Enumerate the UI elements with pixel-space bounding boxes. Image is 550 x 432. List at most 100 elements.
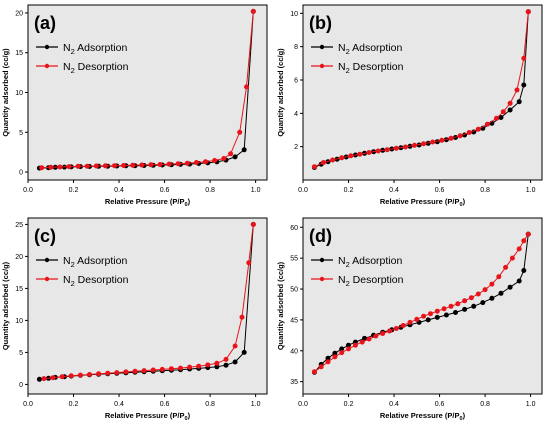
data-point [148,162,154,168]
data-point [507,107,513,113]
x-tick-label: 0.0 [298,401,308,408]
panel-label: (b) [309,13,332,33]
data-point [332,354,338,360]
plot-area [27,4,268,181]
data-point [380,331,386,336]
data-point [482,287,488,293]
y-tick-label: 35 [290,379,298,386]
data-point [130,162,136,168]
data-point [75,163,81,169]
data-point [93,163,99,169]
data-point [475,291,481,297]
x-tick-label: 0.2 [69,401,79,408]
data-point [36,376,42,382]
x-tick-label: 0.6 [160,187,170,194]
y-axis-label: Quantity adsorbed (cc/g) [276,48,285,137]
data-point [212,158,218,163]
data-point [241,349,247,355]
plot-area [302,217,543,395]
x-tick-label: 0.6 [160,401,170,408]
y-axis-label: Quantity adsorbed (cc/g) [1,261,10,350]
legend-marker [319,63,325,69]
x-tick-label: 0.4 [114,187,124,194]
data-point [457,133,463,139]
data-point [407,319,413,325]
data-point [521,238,527,244]
data-point [175,161,181,167]
x-tick-label: 0.2 [344,401,354,408]
data-point [375,148,381,154]
series-desorption [311,231,531,375]
x-axis-label: Relative Pressure (P/P0) [105,197,191,208]
data-point [439,137,445,143]
data-point [414,316,420,322]
data-point [475,126,481,132]
y-tick-label: 55 [290,256,298,263]
x-tick-label: 0.4 [389,187,399,194]
data-point [516,99,522,105]
data-point [412,142,417,148]
legend-marker [319,44,325,50]
data-point [139,162,145,168]
legend-label: N2 Adsorption [338,42,402,56]
data-point [448,303,454,309]
y-tick-label: 50 [290,287,298,294]
y-tick-label: 15 [15,286,23,293]
y-tick-label: 10 [290,11,298,18]
chart-b-svg: 0.0 0.2 0.4 0.6 0.8 1.0 2 4 6 8 10 Relative Pressur… [276,4,543,208]
series-desorption [39,8,256,171]
data-point [87,372,92,377]
panel-label: (a) [34,13,56,33]
data-point [141,368,147,374]
data-point [250,221,256,227]
y-tick-label: 40 [290,348,298,355]
data-point [68,373,74,379]
data-point [157,162,163,167]
data-point [516,246,522,252]
series-desorption [41,221,256,382]
legend-label: N2 Desorption [63,61,129,75]
panel-b: 0.0 0.2 0.4 0.6 0.8 1.0 2 4 6 8 10 Relative Pressur… [275,0,550,213]
data-point [66,164,72,170]
y-tick-label: 8 [294,44,298,51]
x-tick-label: 0.4 [114,401,124,408]
panel-a: 0.0 0.2 0.4 0.6 0.8 1.0 0 5 10 15 20 Relative Press… [0,0,275,213]
data-point [366,150,372,155]
data-point [434,308,440,314]
data-point [168,366,174,372]
x-tick-label: 0.8 [480,401,490,408]
legend-marker [44,44,50,50]
x-tick-label: 0.6 [435,187,445,194]
data-point [50,375,56,381]
y-tick-label: 0 [19,170,23,177]
data-point [428,311,433,317]
data-point [425,317,431,323]
data-point [507,284,513,290]
legend-marker [44,276,50,282]
x-tick-label: 1.0 [251,187,261,194]
data-point [468,295,474,301]
data-point [132,368,138,374]
data-point [525,9,531,15]
legend-label: N2 Adsorption [338,255,402,269]
data-point [466,130,472,135]
data-point [348,153,354,159]
data-point [241,147,247,153]
plot-area [302,4,543,181]
y-tick-label: 20 [15,10,23,17]
legend-marker [44,257,50,263]
data-point [178,365,183,371]
data-point [250,8,256,14]
plot-area [27,217,268,395]
y-tick-label: 5 [19,350,23,357]
data-point [112,163,117,169]
data-point [159,366,165,372]
data-point [184,160,190,166]
data-point [223,362,229,368]
x-tick-label: 1.0 [251,401,261,408]
data-point [387,328,392,334]
data-point [48,164,54,170]
data-point [114,370,120,376]
x-tick-label: 0.2 [69,187,79,194]
